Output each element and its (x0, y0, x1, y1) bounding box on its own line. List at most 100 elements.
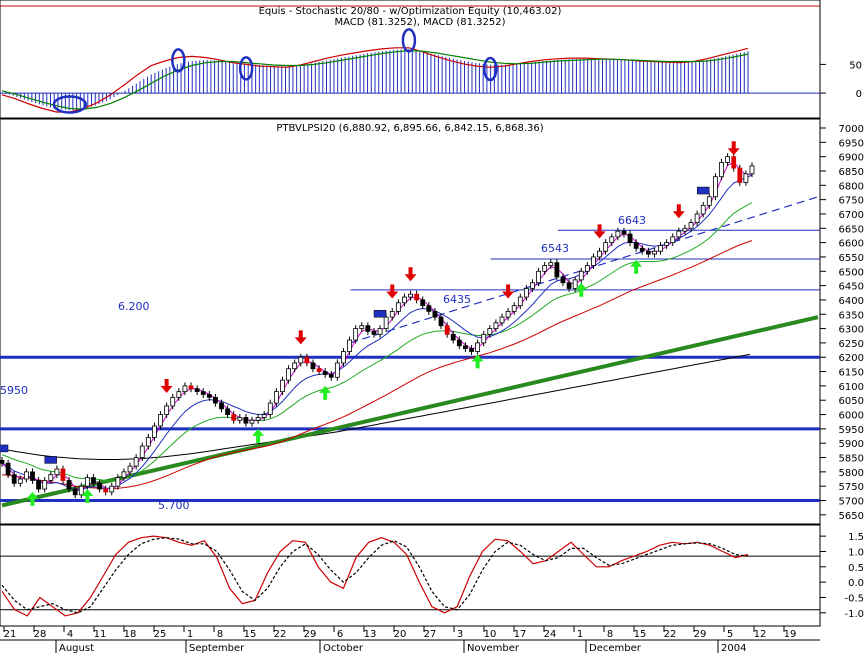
mid-moving-average-line (1, 202, 753, 482)
price-y-tick-label: 6850 (839, 167, 864, 178)
buy-arrow-icon (26, 491, 39, 506)
candle-body (304, 356, 310, 364)
price-y-tick-label: 5750 (839, 482, 864, 493)
price-y-tick-label: 6000 (839, 411, 864, 422)
exit-marker-icon (696, 186, 710, 195)
blue-dashed-trendline (349, 196, 819, 344)
price-y-tick-label: 6700 (839, 210, 864, 221)
price-y-tick-label: 6900 (839, 153, 864, 164)
candle-body (109, 485, 115, 493)
candle-body (706, 196, 712, 206)
price-y-tick-label: 6450 (839, 282, 864, 293)
candle-body (359, 325, 365, 329)
date-tick-label: 22 (274, 629, 287, 640)
candle-body (383, 316, 389, 329)
candle-body (389, 310, 395, 318)
price-y-tick-label: 6350 (839, 310, 864, 321)
candle-body (584, 265, 590, 272)
candle-body (334, 362, 340, 378)
candle-body (603, 242, 609, 252)
candle-body (225, 408, 231, 415)
fast-moving-average-line (1, 174, 753, 492)
sell-arrow-icon (404, 267, 417, 282)
candle-body (286, 368, 291, 381)
candle-body (743, 173, 749, 183)
candle-body (280, 379, 285, 393)
date-tick-label: 19 (784, 629, 797, 640)
price-y-tick-label: 5950 (839, 425, 864, 436)
candle-body (450, 333, 456, 341)
date-tick-label: 3 (457, 629, 463, 640)
price-y-tick-label: 6750 (839, 196, 864, 207)
short-moving-average-line (1, 161, 753, 491)
candle-body (694, 213, 700, 223)
date-tick-label: 1 (577, 629, 583, 640)
candle-body (78, 485, 84, 496)
date-tick-label: 8 (217, 629, 223, 640)
candle-body (438, 316, 444, 327)
candle-body (621, 230, 627, 235)
candle-body (200, 391, 206, 395)
month-label: October (323, 643, 364, 653)
candle-body (115, 477, 121, 487)
candle-body (0, 459, 5, 464)
candle-body (170, 396, 176, 407)
stochastic-y-tick-label: 1.5 (848, 532, 864, 543)
candle-body (645, 250, 651, 255)
candle-body (688, 222, 694, 229)
candle-body (633, 242, 639, 249)
macd-panel-title: Equis - Stochastic 20/80 - w/Optimizatio… (259, 6, 562, 17)
candle-body (560, 276, 566, 284)
level-label-5700: 5.700 (158, 499, 190, 512)
date-tick-label: 8 (607, 629, 613, 640)
candle-body (133, 457, 139, 467)
stochastic-plot: 1.5 1.0 0.5 0.0 -0.5 -1.0 (0, 532, 864, 620)
candle-body (676, 230, 682, 238)
candle-body (713, 176, 718, 198)
candle-body (542, 265, 548, 272)
candle-body (121, 471, 127, 478)
candle-body (719, 161, 724, 178)
level-label-6435: 6435 (443, 293, 471, 306)
date-tick-label: 20 (394, 629, 407, 640)
macd-y-tick-label: 0 (856, 89, 862, 100)
date-tick-label: 15 (634, 629, 647, 640)
candle-body (700, 204, 706, 215)
candle-body (213, 396, 218, 404)
candle-body (456, 339, 462, 347)
candle-body (664, 242, 670, 246)
month-label: December (589, 643, 642, 653)
candle-body (249, 419, 255, 424)
level-label-6200: 6.200 (118, 300, 150, 313)
stochastic-d-line (1, 537, 749, 614)
candle-body (97, 482, 102, 490)
candle-body (505, 310, 511, 318)
candle-body (267, 402, 273, 415)
candle-body (84, 477, 90, 487)
candle-body (145, 437, 151, 447)
candle-body (176, 391, 182, 398)
candle-body (566, 282, 572, 289)
date-tick-label: 28 (34, 629, 47, 640)
green-support-trendline (1, 315, 819, 508)
candle-body (91, 477, 96, 484)
buy-arrow-icon (471, 354, 484, 369)
slow-moving-average-line (1, 240, 753, 489)
date-tick-label: 27 (424, 629, 437, 640)
candle-body (377, 328, 383, 335)
candle-body (328, 374, 334, 378)
sell-arrow-icon (160, 379, 173, 394)
candle-body (164, 405, 170, 415)
price-y-tick-label: 6500 (839, 267, 864, 278)
level-label-6643: 6643 (618, 214, 646, 227)
price-y-tick-label: 6300 (839, 325, 864, 336)
candle-body (158, 414, 163, 427)
candle-body (206, 394, 212, 398)
candle-body (670, 236, 676, 244)
date-tick-label: 24 (544, 629, 557, 640)
price-y-tick-label: 5700 (839, 497, 864, 508)
date-tick-label: 13 (364, 629, 377, 640)
candle-body (219, 402, 224, 410)
price-y-tick-label: 6800 (839, 181, 864, 192)
price-y-tick-label: 5900 (839, 439, 864, 450)
